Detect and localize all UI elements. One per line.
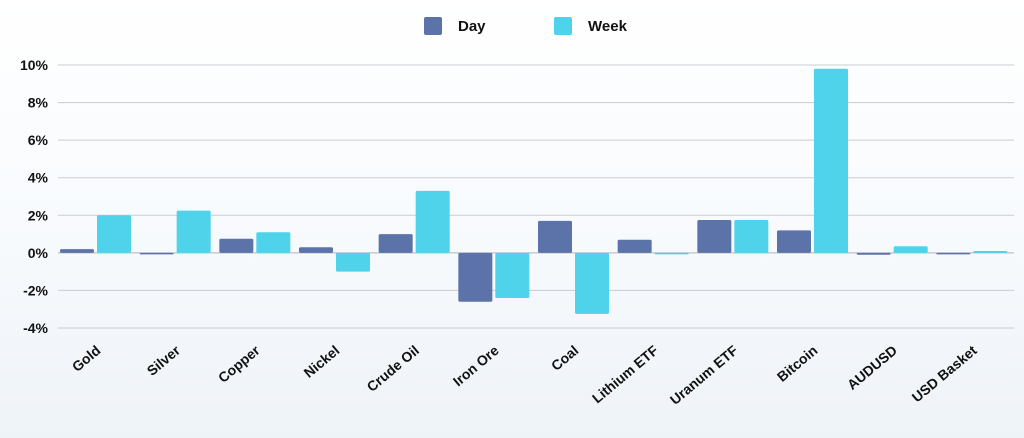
bar-week-crude-oil — [415, 190, 450, 253]
y-axis-ticks: 10% 8% 6% 4% 2% 0% -2% -4% — [20, 57, 49, 336]
bar-day-nickel — [299, 247, 333, 253]
y-tick-label: 10% — [20, 57, 49, 73]
bar-day-usd-basket — [936, 252, 971, 255]
x-category-label: Crude Oil — [364, 342, 423, 395]
y-tick-label: -2% — [23, 282, 48, 298]
x-category-label: Coal — [548, 342, 582, 374]
y-tick-label: 8% — [28, 95, 49, 111]
bar-day-silver — [139, 252, 174, 255]
x-category-label: Lithium ETF — [589, 342, 662, 407]
bar-week-bitcoin — [814, 68, 848, 253]
x-category-label: Uranum ETF — [667, 342, 741, 408]
bar-day-copper — [219, 238, 254, 253]
x-category-label: AUDUSD — [844, 342, 900, 393]
x-category-label: Silver — [144, 342, 184, 379]
bar-day-iron-ore — [458, 252, 493, 302]
x-axis-labels: Gold Silver Copper Nickel Crude Oil Iron Ore C… — [69, 342, 980, 408]
bar-week-silver — [176, 210, 211, 253]
bar-day-gold — [60, 249, 94, 253]
bar-week-copper — [256, 232, 291, 253]
bar-day-bitcoin — [777, 230, 811, 253]
bar-day-coal — [538, 220, 572, 253]
bar-week-uranum-etf — [734, 219, 769, 253]
bar-week-audusd — [893, 246, 928, 253]
bar-day-audusd — [856, 252, 891, 255]
y-tick-label: -4% — [23, 320, 48, 336]
bar-day-uranum-etf — [697, 219, 732, 253]
bars-layer — [60, 68, 1008, 314]
legend-swatch-day — [424, 17, 442, 35]
x-category-label: Gold — [69, 342, 104, 375]
legend-label-week: Week — [588, 18, 628, 35]
legend: Day Week — [424, 17, 628, 35]
legend-swatch-week — [554, 17, 572, 35]
x-category-label: USD Basket — [909, 342, 980, 405]
bar-day-crude-oil — [378, 234, 413, 253]
y-tick-label: 2% — [28, 207, 49, 223]
bar-week-coal — [575, 252, 609, 314]
x-category-label: Nickel — [301, 342, 343, 381]
legend-label-day: Day — [458, 18, 486, 35]
bar-week-lithium-etf — [654, 252, 689, 255]
y-tick-label: 4% — [28, 170, 49, 186]
x-category-label: Bitcoin — [774, 342, 821, 385]
y-tick-label: 0% — [28, 245, 49, 261]
bar-week-nickel — [336, 252, 370, 272]
bar-week-iron-ore — [495, 252, 530, 298]
x-category-label: Copper — [215, 342, 263, 386]
bar-week-gold — [97, 215, 131, 253]
bar-week-usd-basket — [973, 250, 1008, 253]
y-tick-label: 6% — [28, 132, 49, 148]
x-category-label: Iron Ore — [450, 342, 502, 389]
grid-layer — [58, 64, 1014, 329]
bar-day-lithium-etf — [617, 239, 652, 253]
